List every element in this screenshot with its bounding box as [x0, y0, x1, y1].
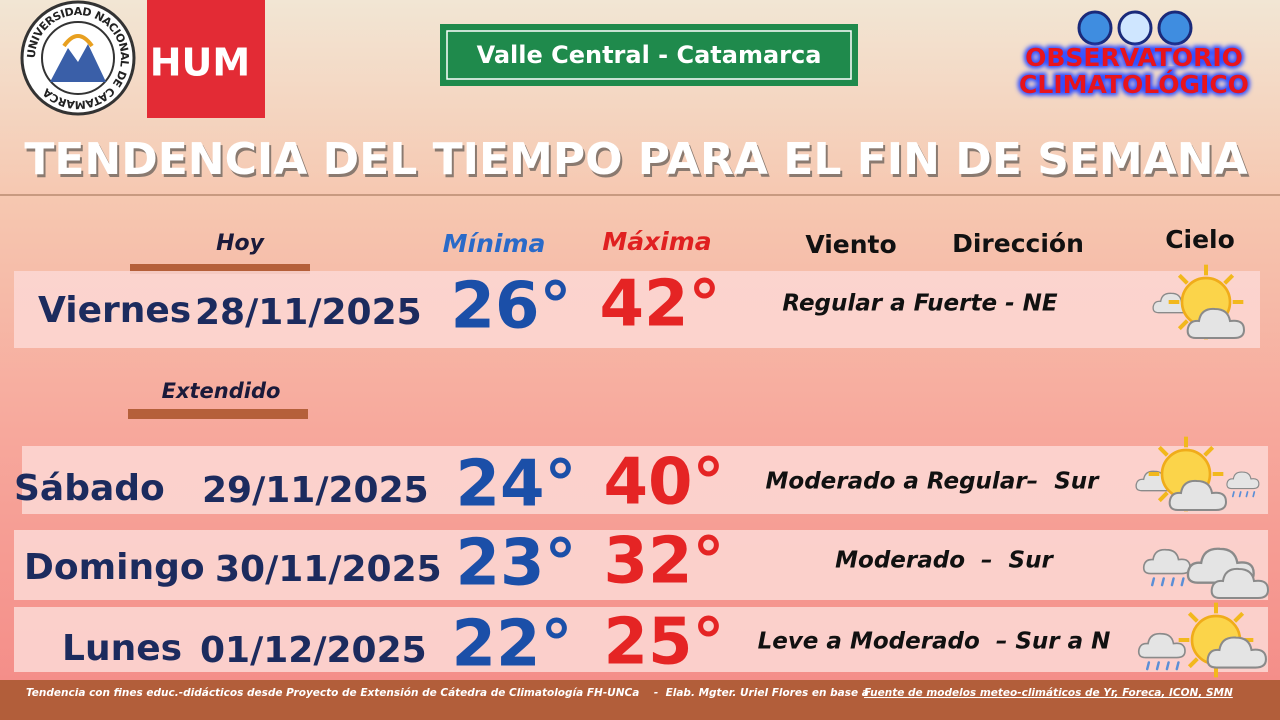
footer-bar: [0, 680, 1280, 720]
max-temp: 40°: [603, 446, 724, 520]
wind: Regular a Fuerte - NE: [782, 291, 1058, 317]
day-name: Lunes: [62, 628, 182, 669]
observatory-glow: CLIMATOLÓGICO: [1019, 69, 1249, 99]
max-temp: 32°: [603, 525, 724, 599]
today-bar: [130, 264, 310, 274]
row-box: [22, 446, 1268, 514]
row-box: [14, 271, 1260, 348]
row-box: [14, 530, 1268, 600]
footer-note: Tendencia con fines educ.-didácticos des…: [26, 687, 869, 699]
min-temp: 23°: [455, 527, 576, 601]
observatory-line: OBSERVATORIO: [1025, 43, 1243, 72]
min-temp: 22°: [451, 608, 572, 682]
min-temp: 24°: [455, 448, 576, 522]
max-header: Máxima: [602, 227, 711, 256]
title: TENDENCIA DEL TIEMPO PARA EL FIN DE SEMA…: [24, 134, 1247, 185]
date: 28/11/2025: [195, 292, 422, 333]
wind: Moderado a Regular– Sur: [766, 469, 1101, 495]
day-name: Domingo: [24, 547, 205, 588]
extended-bar: [128, 409, 308, 419]
date: 30/11/2025: [215, 549, 442, 590]
wind: Leve a Moderado – Sur a N: [758, 629, 1111, 655]
max-temp: 25°: [603, 606, 724, 680]
date: 29/11/2025: [202, 470, 429, 511]
row-box: [14, 607, 1268, 672]
date: 01/12/2025: [200, 630, 427, 671]
rows: Viernes 28/11/2025 26° 42° Regular a Fuerte …: [14, 268, 1268, 682]
region-border: [446, 30, 852, 80]
max-temp: 42°: [599, 268, 720, 342]
wind: Moderado – Sur: [835, 548, 1054, 574]
footer-source: Fuente de modelos meteo-climáticos de Yr…: [864, 687, 1233, 699]
sky-header: Cielo: [1165, 225, 1235, 254]
faculty-label: HUM: [150, 41, 250, 85]
title-shadow: TENDENCIA DEL TIEMPO PARA EL FIN DE SEMA…: [26, 137, 1249, 188]
region: Valle Central - Catamarca: [477, 41, 822, 69]
extended-label: Extendido: [162, 379, 281, 403]
faculty-box: [147, 0, 265, 118]
direction-header: Dirección: [952, 229, 1084, 258]
university-logo: UNIVERSIDAD NACIONAL DE CATAMARCA: [20, 0, 136, 116]
observatory-glow: OBSERVATORIO: [1025, 43, 1243, 72]
today-label: Hoy: [216, 231, 266, 256]
observatory-logo: OBSERVATORIO OBSERVATORIO CLIMATOLÓGICO …: [1017, 10, 1251, 102]
day-name: Sábado: [14, 468, 165, 509]
region-box: [440, 24, 858, 86]
observatory-line: CLIMATOLÓGICO: [1019, 69, 1249, 99]
wind-header: Viento: [805, 230, 896, 259]
min-temp: 26°: [450, 270, 571, 344]
min-header: Mínima: [443, 229, 546, 258]
day-name: Viernes: [38, 290, 191, 331]
